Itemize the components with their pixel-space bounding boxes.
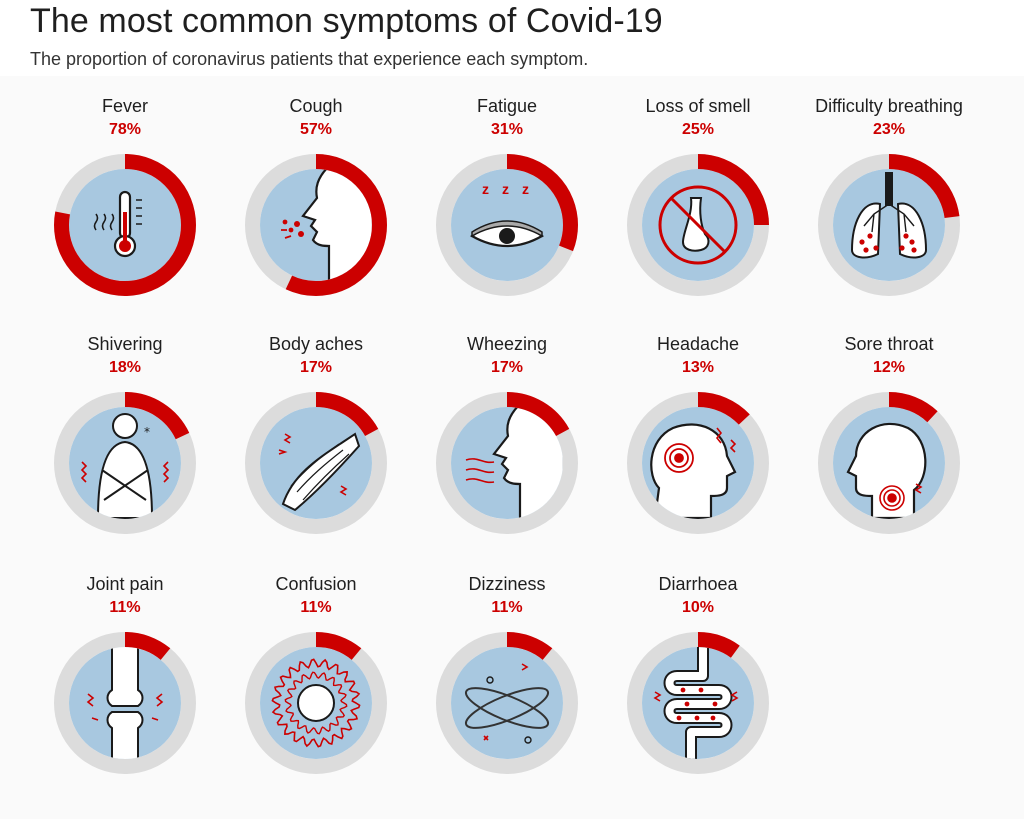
crossed-nose-icon: [658, 185, 738, 265]
symptom-percent-label: 18%: [108, 359, 142, 376]
symptom-card-wheezing: Wheezing 17%: [417, 334, 597, 574]
symptom-percent-label: 57%: [299, 121, 333, 138]
chart-subtitle: The proportion of coronavirus patients t…: [30, 49, 589, 69]
symptom-card-body-aches: Body aches 17%: [226, 334, 406, 574]
symptom-percent-label: 10%: [681, 599, 715, 616]
donut-value-arc: [436, 632, 578, 774]
symptom-card-headache: Headache 13%: [608, 334, 788, 574]
symptom-card-shivering: Shivering 18% *: [35, 334, 215, 574]
symptom-label: Loss of smell: [645, 96, 751, 116]
symptom-label: Body aches: [268, 334, 364, 354]
svg-text:z: z: [482, 181, 489, 197]
symptom-label: Headache: [656, 334, 740, 354]
symptom-donut: [818, 392, 960, 534]
symptom-label: Joint pain: [86, 574, 164, 594]
symptom-donut: [54, 632, 196, 774]
symptom-card-confusion: Confusion 11%: [226, 574, 406, 814]
cough-profile-icon: [281, 169, 372, 281]
symptom-label: Dizziness: [468, 574, 546, 594]
donut-value-arc: [627, 392, 769, 534]
symptom-label: Fatigue: [476, 96, 538, 116]
icon-disc: [451, 647, 563, 759]
symptom-label: Confusion: [275, 574, 357, 594]
donut-value-arc: [818, 392, 960, 534]
intestine-icon: [653, 647, 739, 759]
donut-value-arc: [436, 154, 578, 296]
svg-text:*: *: [144, 425, 150, 439]
symptom-donut: [627, 632, 769, 774]
symptom-card-fever: Fever 78%: [35, 96, 215, 336]
symptom-percent-label: 11%: [491, 599, 523, 616]
symptom-card-difficulty-breathing: Difficulty breathing 23%: [799, 96, 979, 336]
symptom-percent-label: 17%: [490, 359, 524, 376]
donut-value-arc: [245, 154, 387, 296]
symptom-donut: [627, 392, 769, 534]
symptom-percent-label: 31%: [490, 121, 524, 138]
donut-value-arc: [818, 154, 960, 296]
symptom-donut: [54, 154, 196, 296]
symptom-percent-label: 25%: [681, 121, 715, 138]
donut-value-arc: [627, 632, 769, 774]
joint-icon: [86, 647, 164, 759]
donut-value-arc: [436, 392, 578, 534]
symptom-percent-label: 23%: [872, 121, 906, 138]
svg-text:z: z: [502, 181, 509, 197]
symptom-percent-label: 11%: [300, 599, 332, 616]
symptom-label: Wheezing: [466, 334, 548, 354]
wheezing-profile-icon: [465, 407, 563, 519]
donut-value-arc: [245, 632, 387, 774]
headache-icon: [650, 423, 737, 519]
donut-value-arc: [627, 154, 769, 296]
symptom-card-cough: Cough 57%: [226, 96, 406, 336]
symptom-label: Diarrhoea: [658, 574, 738, 594]
symptom-donut: [627, 154, 769, 296]
svg-text:z: z: [522, 181, 529, 197]
donut-value-arc: [54, 154, 196, 296]
symptom-label: Fever: [101, 96, 148, 116]
symptom-percent-label: 12%: [872, 359, 906, 376]
symptom-label: Sore throat: [844, 334, 934, 354]
dizziness-orbit-icon: [464, 663, 550, 744]
symptom-card-joint-pain: Joint pain 11%: [35, 574, 215, 814]
symptom-donut: [245, 632, 387, 774]
chart-title: The most common symptoms of Covid-19: [30, 2, 663, 40]
shivering-person-icon: *: [80, 413, 170, 519]
symptom-label: Shivering: [87, 334, 163, 354]
symptom-donut: [245, 392, 387, 534]
donut-value-arc: [245, 392, 387, 534]
lungs-icon: [850, 172, 928, 259]
symptom-donut: *: [54, 392, 196, 534]
symptom-card-fatigue: Fatigue 31% z z z: [417, 96, 597, 336]
symptom-donut: [436, 632, 578, 774]
symptom-label: Difficulty breathing: [815, 96, 963, 116]
confusion-spiral-icon: [271, 658, 361, 748]
thermometer-icon: [93, 190, 142, 258]
donut-value-arc: [54, 392, 196, 534]
symptom-donut: [436, 392, 578, 534]
symptom-donut: [818, 154, 960, 296]
symptom-card-loss-of-smell: Loss of smell 25%: [608, 96, 788, 336]
muscle-icon: [278, 432, 361, 512]
symptom-card-sore-throat: Sore throat 12%: [799, 334, 979, 574]
symptom-percent-label: 11%: [109, 599, 141, 616]
symptom-card-diarrhoea: Diarrhoea 10%: [608, 574, 788, 814]
symptom-donut: [245, 154, 387, 296]
symptom-label: Cough: [289, 96, 343, 116]
symptom-percent-label: 17%: [299, 359, 333, 376]
donut-value-arc: [54, 632, 196, 774]
sore-throat-icon: [846, 422, 927, 519]
symptom-percent-label: 13%: [681, 359, 715, 376]
symptom-percent-label: 78%: [108, 121, 142, 138]
symptom-card-dizziness: Dizziness 11%: [417, 574, 597, 814]
